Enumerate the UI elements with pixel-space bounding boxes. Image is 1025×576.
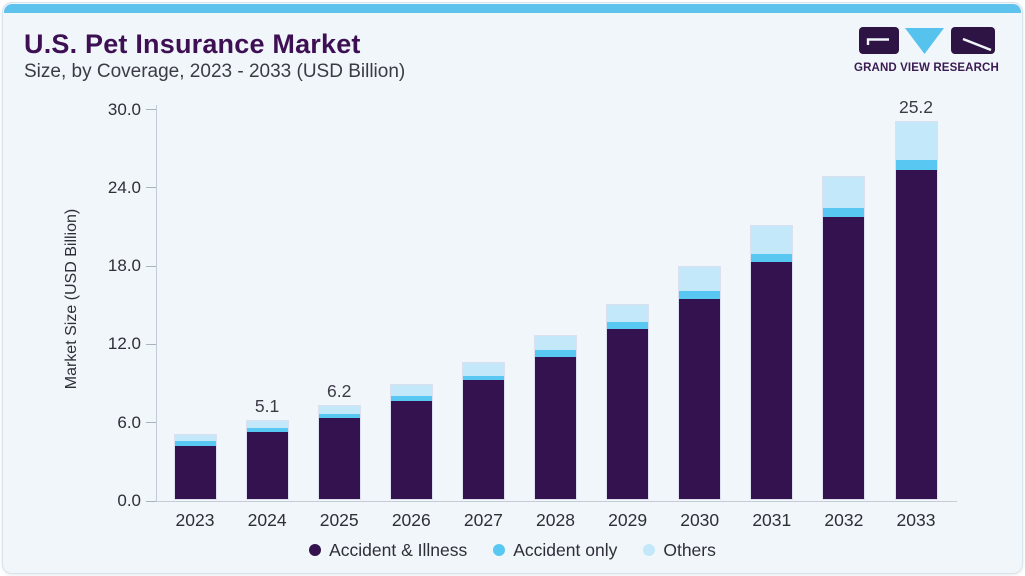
bar-2025	[317, 405, 361, 500]
bar-2024	[245, 419, 289, 501]
bar-2026-segment-accident-only	[390, 395, 432, 402]
legend-item-accident-illness: Accident & Illness	[309, 540, 467, 561]
bar-2026	[389, 384, 433, 500]
gvr-v-triangle-icon	[905, 28, 944, 54]
page-subtitle: Size, by Coverage, 2023 - 2033 (USD Bill…	[24, 61, 406, 82]
bar-2025-segment-accident-only	[318, 413, 360, 419]
y-tick-mark-30.0	[146, 109, 156, 110]
bar-2028-segment-accident-illness	[535, 356, 576, 499]
bar-2031-segment-accident-only	[751, 253, 793, 263]
bar-value-label-2033: 25.2	[898, 96, 934, 117]
legend-label-accident-illness: Accident & Illness	[329, 539, 468, 560]
bar-2030-segment-others	[679, 267, 721, 291]
grand-view-research-logo: GRAND VIEW RESEARCH	[854, 27, 1000, 74]
bar-2030-segment-accident-only	[679, 290, 721, 299]
legend-item-others: Others	[643, 540, 716, 561]
legend-dot-others-icon	[643, 544, 656, 556]
x-axis-label-2032: 2032	[824, 510, 864, 530]
bar-2023-segment-accident-illness	[174, 445, 216, 499]
x-axis-label-2027: 2027	[463, 510, 503, 530]
x-axis-label-2024: 2024	[247, 510, 287, 530]
bar-2029-segment-others	[607, 304, 649, 323]
bar-2023-segment-others	[174, 435, 216, 441]
bar-2032-segment-others	[823, 176, 865, 208]
x-axis-label-2033: 2033	[896, 510, 936, 530]
bar-2028-segment-accident-only	[535, 350, 576, 357]
x-axis-label-2031: 2031	[752, 510, 792, 530]
legend-label-others: Others	[663, 539, 716, 560]
y-tick-mark-0.0	[146, 500, 156, 502]
legend-item-accident-only: Accident only	[493, 540, 617, 561]
bar-2024-segment-others	[246, 420, 288, 428]
bar-2031-segment-others	[751, 225, 793, 254]
bar-2032-segment-accident-illness	[823, 217, 865, 499]
accent-strip	[4, 4, 1021, 13]
bar-2030-segment-accident-illness	[679, 298, 721, 499]
y-tick-label-12.0: 12.0	[107, 334, 141, 354]
bar-2025-segment-others	[318, 406, 360, 414]
bar-2027-segment-others	[462, 363, 504, 377]
bar-2033-segment-others	[895, 121, 937, 160]
bar-2024-segment-accident-only	[246, 427, 288, 433]
y-tick-mark-6.0	[146, 422, 156, 424]
bar-2028	[534, 334, 577, 501]
bar-2024-segment-accident-illness	[246, 432, 288, 499]
x-axis-label-2030: 2030	[680, 510, 720, 530]
bar-2033-segment-accident-illness	[895, 170, 937, 499]
x-axis-label-2023: 2023	[175, 510, 215, 530]
y-axis-line	[156, 105, 157, 501]
bar-2031	[750, 224, 794, 501]
x-axis-label-2029: 2029	[608, 510, 648, 530]
y-tick-label-0.0: 0.0	[117, 491, 141, 510]
gvr-r-block-icon	[951, 27, 995, 54]
page-title: U.S. Pet Insurance Market	[24, 29, 361, 59]
bar-2023	[173, 434, 217, 500]
bar-2026-segment-others	[390, 385, 432, 396]
gvr-g-block-icon	[859, 27, 899, 54]
logo-text: GRAND VIEW RESEARCH	[854, 62, 1000, 74]
y-tick-mark-24.0	[146, 187, 156, 189]
bar-2031-segment-accident-illness	[751, 262, 793, 499]
y-tick-mark-12.0	[146, 343, 156, 345]
y-tick-label-24.0: 24.0	[107, 177, 141, 197]
bar-2032	[822, 175, 866, 501]
bar-2023-segment-accident-only	[174, 440, 216, 446]
bar-2033	[894, 120, 938, 501]
x-axis-label-2026: 2026	[391, 510, 431, 530]
y-tick-mark-18.0	[146, 265, 156, 267]
bar-2027	[461, 362, 505, 500]
bar-value-label-2025: 6.2	[327, 381, 352, 402]
bar-2027-segment-accident-only	[462, 376, 504, 381]
y-tick-label-6.0: 6.0	[117, 412, 141, 432]
bar-2030	[678, 266, 722, 500]
y-tick-label-18.0: 18.0	[107, 256, 141, 276]
bar-2028-segment-others	[535, 335, 576, 351]
legend-dot-accident-only-icon	[493, 544, 506, 556]
bar-2029-segment-accident-only	[607, 322, 649, 330]
legend-label-accident-only: Accident only	[513, 539, 618, 560]
bar-2033-segment-accident-only	[895, 159, 937, 171]
bar-2029-segment-accident-illness	[607, 329, 649, 499]
x-axis-label-2028: 2028	[536, 510, 575, 530]
bar-value-label-2024: 5.1	[254, 395, 280, 416]
bar-2025-segment-accident-illness	[318, 418, 360, 499]
bar-2027-segment-accident-illness	[462, 380, 504, 499]
bar-2026-segment-accident-illness	[390, 401, 432, 499]
y-tick-label-30.0: 30.0	[107, 99, 141, 119]
x-axis-label-2025: 2025	[319, 510, 359, 530]
x-axis-line	[156, 501, 957, 502]
bar-2029	[606, 303, 650, 501]
bar-2032-segment-accident-only	[823, 208, 865, 218]
legend-dot-accident-illness-icon	[309, 544, 322, 556]
legend: Accident & Illness Accident only Others	[3, 539, 1022, 561]
